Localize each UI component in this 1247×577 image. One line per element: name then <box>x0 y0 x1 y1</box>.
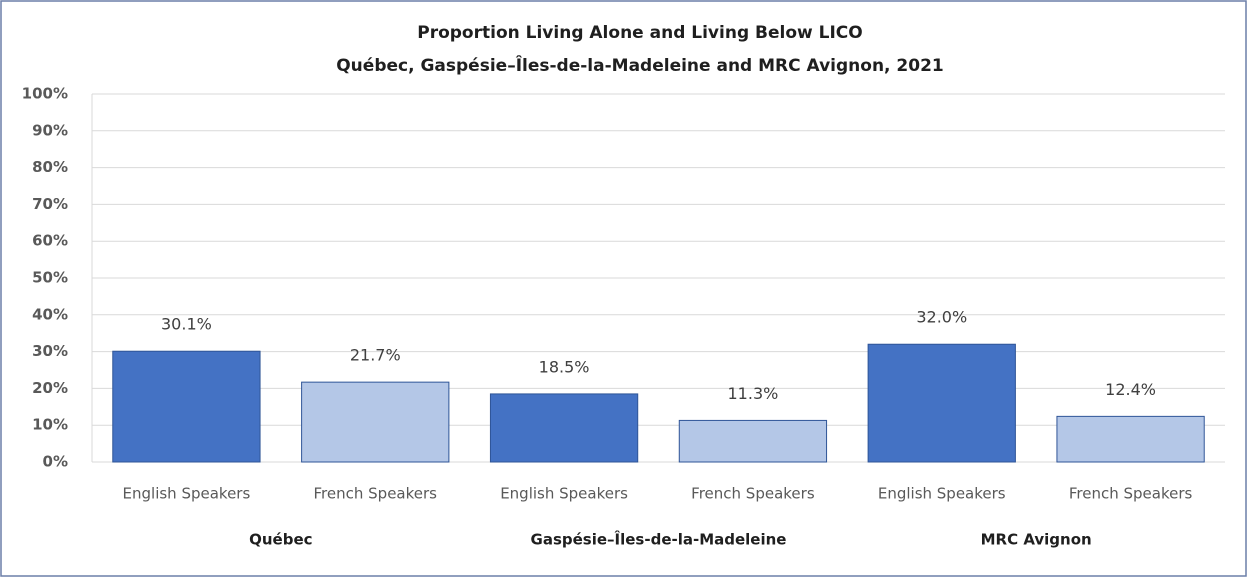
x-tick-label: French Speakers <box>314 485 438 503</box>
group-label: Gaspésie–Îles-de-la-Madeleine <box>531 530 787 549</box>
y-tick-label: 70% <box>32 195 68 213</box>
y-tick-label: 0% <box>43 453 68 471</box>
y-tick-label: 90% <box>32 121 68 139</box>
x-tick-label: English Speakers <box>878 485 1006 503</box>
value-label: 18.5% <box>539 357 590 376</box>
y-tick-label: 30% <box>32 342 68 360</box>
group-label: Québec <box>249 531 312 549</box>
y-tick-label: 20% <box>32 379 68 397</box>
x-tick-label: French Speakers <box>691 485 815 503</box>
x-tick-label: English Speakers <box>123 485 251 503</box>
bar <box>489 393 639 463</box>
y-tick-label: 40% <box>32 305 68 323</box>
y-tick-label: 60% <box>32 232 68 250</box>
y-tick-label: 100% <box>22 85 68 103</box>
value-label: 12.4% <box>1105 380 1156 399</box>
chart-subtitle: Québec, Gaspésie–Îles-de-la-Madeleine an… <box>336 54 944 76</box>
chart-title: Proportion Living Alone and Living Below… <box>417 23 863 43</box>
value-label: 11.3% <box>728 384 779 403</box>
bar <box>1056 415 1205 463</box>
group-label: MRC Avignon <box>981 531 1092 549</box>
bar <box>867 343 1016 463</box>
bar <box>301 381 450 463</box>
y-tick-label: 80% <box>32 158 68 176</box>
bar <box>112 350 261 463</box>
value-label: 21.7% <box>350 346 401 365</box>
value-label: 30.1% <box>161 315 212 334</box>
y-tick-label: 50% <box>32 269 68 287</box>
value-label: 32.0% <box>916 308 967 327</box>
x-tick-label: English Speakers <box>500 485 628 503</box>
bar <box>678 419 828 463</box>
y-tick-label: 10% <box>32 416 68 434</box>
x-tick-label: French Speakers <box>1069 485 1193 503</box>
